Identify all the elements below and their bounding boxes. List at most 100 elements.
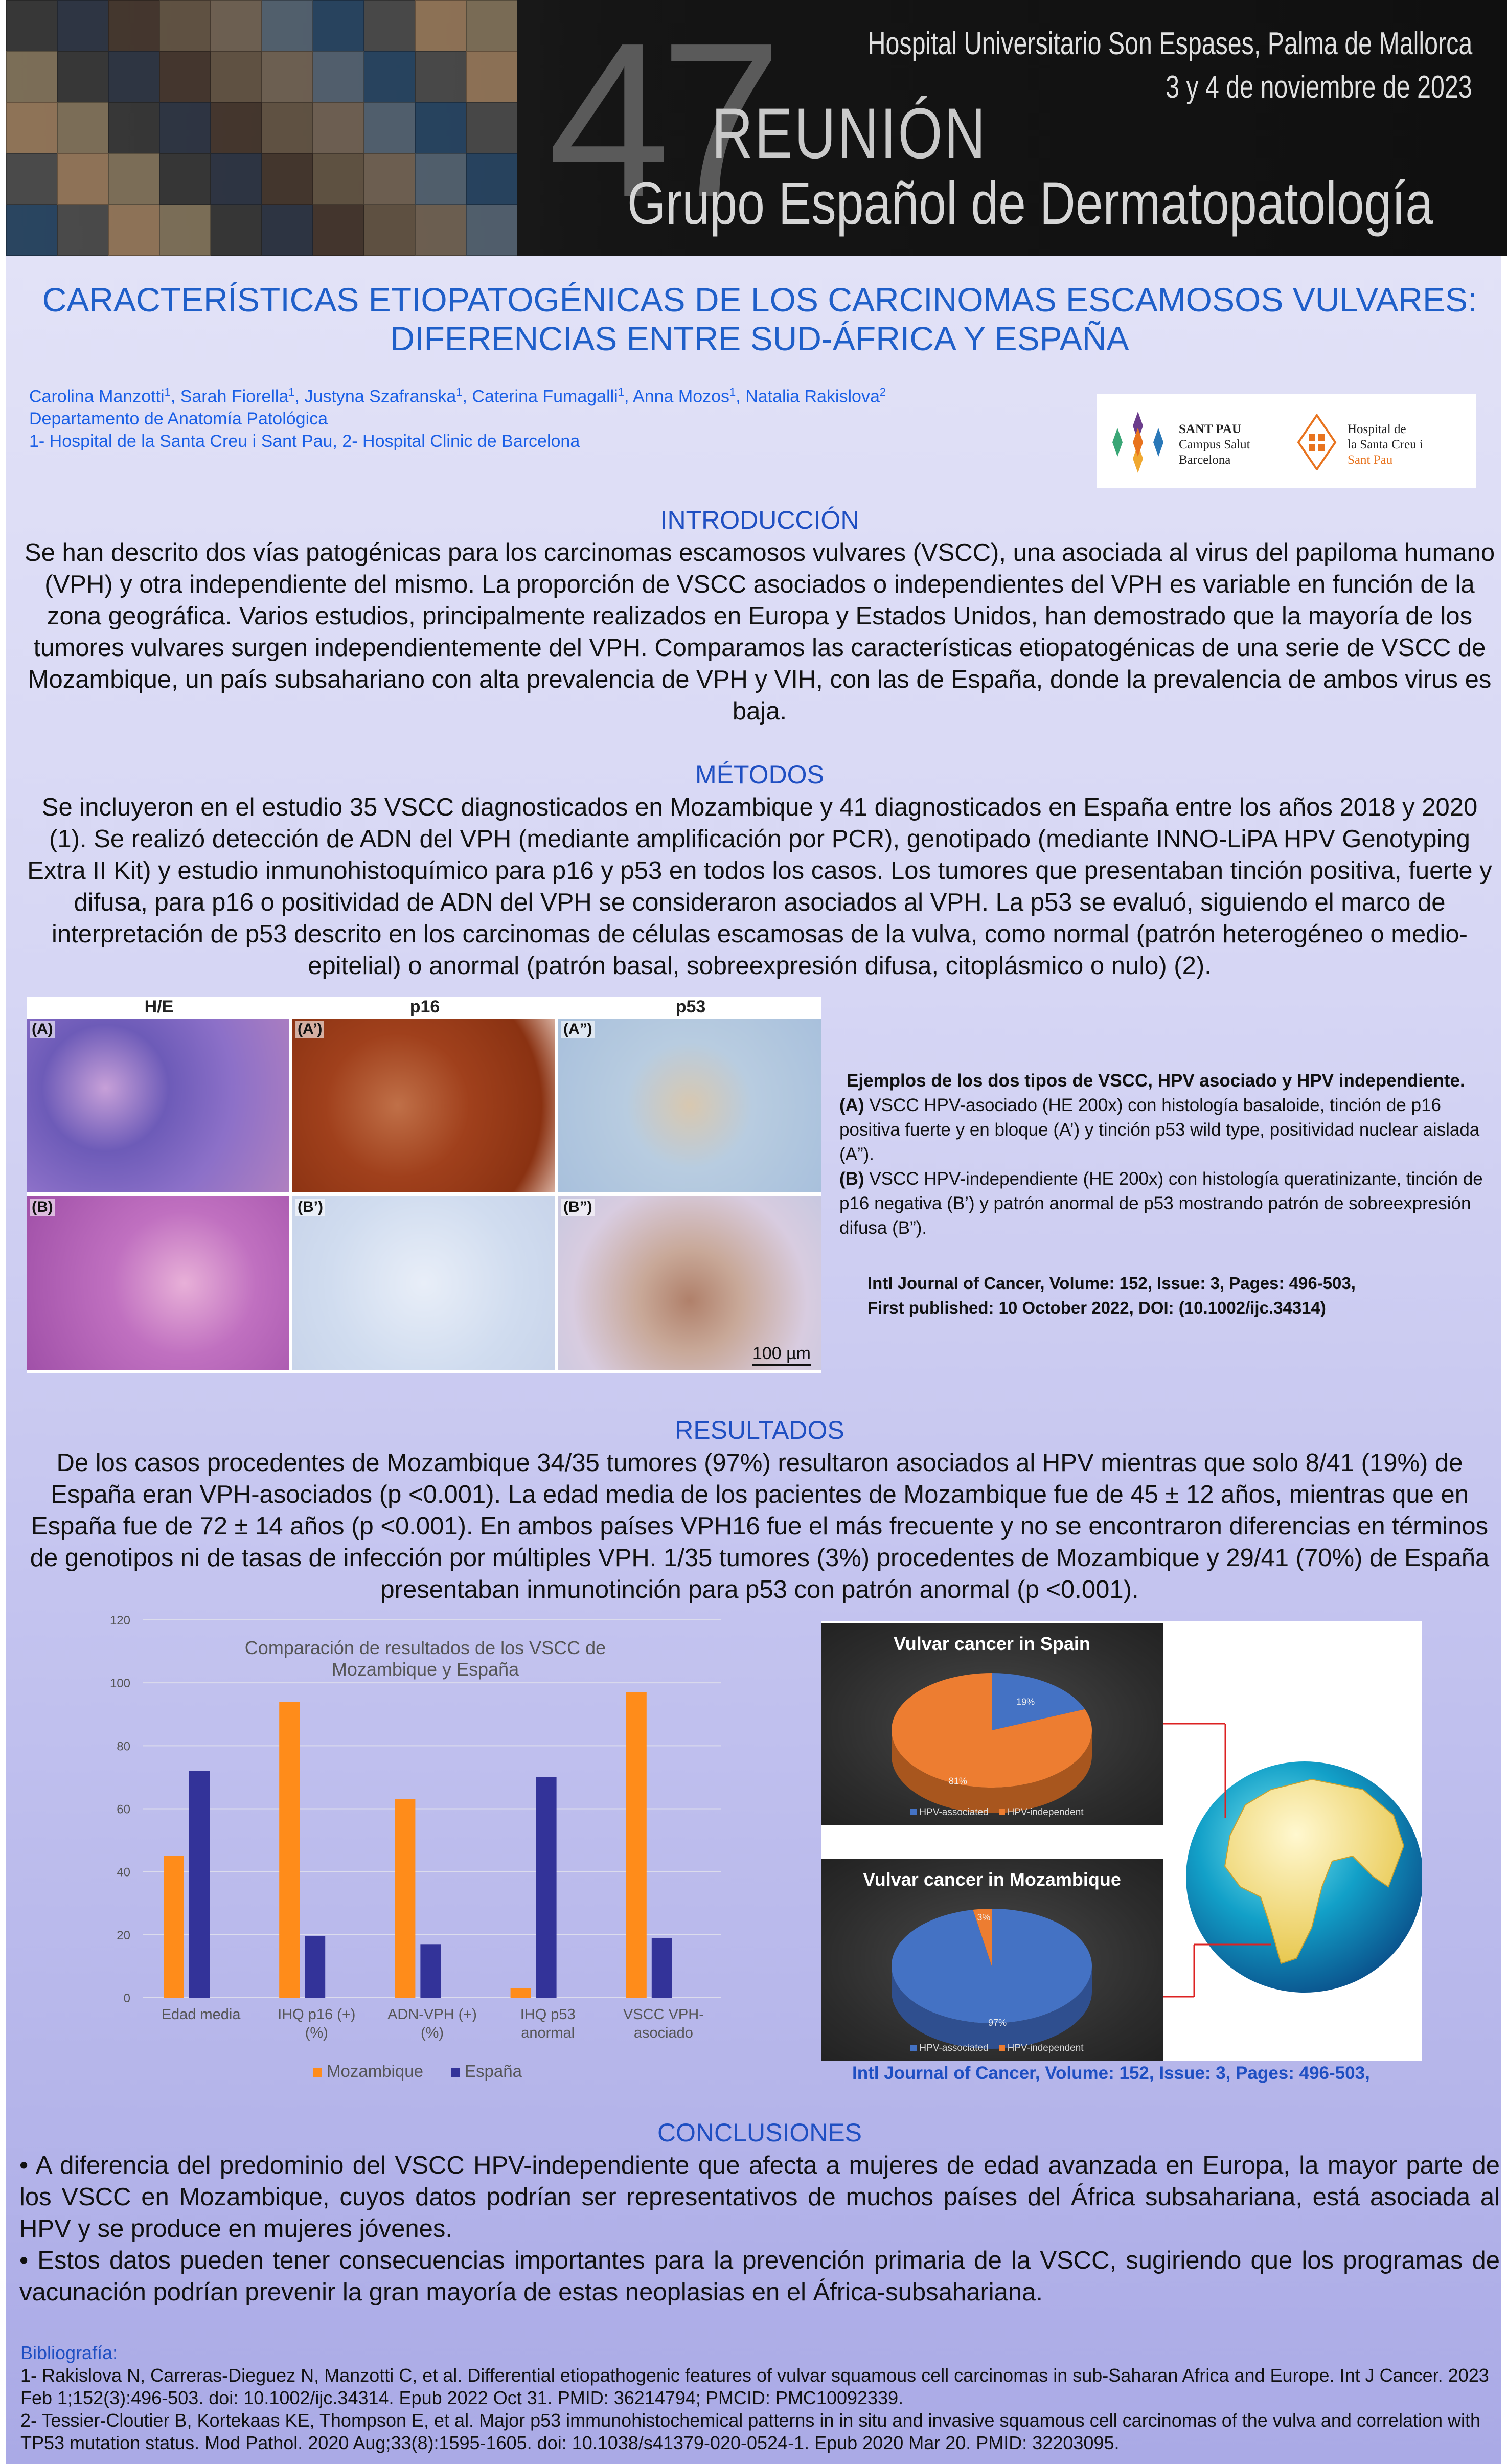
bar-espana (536, 1777, 557, 1998)
mosaic-tile (364, 102, 415, 153)
mosaic-tile (159, 102, 211, 153)
y-tick-label: 40 (117, 1866, 130, 1880)
legend-swatch (998, 2045, 1005, 2051)
legend-label: HPV-associated (919, 2043, 989, 2053)
author-affiliation: 1 (729, 386, 736, 398)
caption-a-label: (A) (839, 1095, 864, 1115)
mosaic-tile (415, 51, 466, 102)
mosaic-tile (6, 0, 57, 51)
mosaic-tile (466, 153, 517, 205)
caption-b-text: VSCC HPV-independiente (HE 200x) con his… (839, 1169, 1483, 1238)
logo-text-line: Sant Pau (1348, 453, 1393, 467)
logo-text-line: Barcelona (1179, 453, 1231, 467)
mosaic-tile (159, 205, 211, 256)
bibliography-heading: Bibliografía: (20, 2342, 118, 2363)
header-banner: 47 REUNIÓN Grupo Español de Dermatopatol… (6, 0, 1507, 256)
y-tick-label: 60 (117, 1803, 130, 1817)
author-affiliation: 2 (879, 386, 886, 398)
conclusion-item: • A diferencia del predominio del VSCC H… (19, 2152, 1500, 2243)
x-tick-label: asociado (634, 2025, 693, 2041)
title-line-2: DIFERENCIAS ENTRE SUD-ÁFRICA Y ESPAÑA (390, 320, 1129, 357)
mosaic-tile (108, 0, 159, 51)
mosaic-tile (211, 102, 262, 153)
meeting-label: REUNIÓN (712, 93, 987, 173)
x-tick-label: IHQ p53 (520, 2006, 576, 2023)
histology-panel-b-prime: (B’) (292, 1196, 555, 1370)
pie-source: Intl Journal of Cancer, Volume: 152, Iss… (852, 2063, 1370, 2083)
mosaic-tile (108, 205, 159, 256)
methods-text: Se incluyeron en el estudio 35 VSCC diag… (27, 794, 1492, 980)
histology-panel-b: (B) (27, 1196, 289, 1370)
meeting-number: 47 (548, 0, 782, 243)
venue: Hospital Universitario Son Espases, Palm… (867, 26, 1472, 61)
mosaic-tile (57, 102, 108, 153)
pie-title-mozambique: Vulvar cancer in Mozambique (863, 1869, 1121, 1890)
legend-label: Mozambique (327, 2062, 423, 2081)
author-name: Natalia Rakislova (745, 387, 880, 406)
authors-block: Carolina Manzotti1, Sarah Fiorella1, Jus… (29, 381, 886, 453)
panel-label: (A”) (561, 1021, 595, 1038)
author-name: Justyna Szafranska (304, 387, 456, 406)
mosaic-tile (262, 153, 313, 205)
mosaic-tile (57, 205, 108, 256)
bar-espana (189, 1771, 210, 1998)
panel-label: (B”) (561, 1199, 595, 1216)
pie-slice-hpv-associated (992, 1673, 1085, 1730)
pie-figure: Vulvar cancer in Spain 19% 81% HPV-associ… (821, 1621, 1422, 2061)
y-tick-label: 20 (117, 1929, 130, 1942)
legend-label: España (465, 2062, 522, 2081)
bar-mozambique (164, 1856, 184, 1998)
mosaic-tile (6, 102, 57, 153)
mosaic-tile (466, 205, 517, 256)
bar-chart: Comparación de resultados de los VSCC de… (110, 1614, 721, 2081)
caption-a-text: VSCC HPV-asociado (HE 200x) con histolog… (839, 1095, 1480, 1164)
mosaic-tile (262, 51, 313, 102)
conclusion-item: • Estos datos pueden tener consecuencias… (19, 2247, 1500, 2306)
logo-text-line: Hospital de (1348, 422, 1406, 436)
mosaic-tile (108, 51, 159, 102)
caption-title: Ejemplos de los dos tipos de VSCC, HPV a… (847, 1071, 1465, 1091)
logo-text-line: Campus Salut (1179, 438, 1250, 451)
mosaic-tile (57, 51, 108, 102)
author-list: Carolina Manzotti1, Sarah Fiorella1, Jus… (29, 386, 886, 406)
pie-value-label: 81% (949, 1776, 967, 1787)
mosaic-tile (6, 205, 57, 256)
group-name: Grupo Español de Dermatopatología (627, 170, 1433, 237)
department: Departamento de Anatomía Patológica (29, 409, 328, 429)
author-name: Sarah Fiorella (180, 387, 289, 406)
x-tick-label: (%) (421, 2025, 444, 2041)
author-name: Carolina Manzotti (29, 387, 165, 406)
mosaic-tile (466, 51, 517, 102)
column-header-he: H/E (144, 997, 174, 1016)
globe-illustration (1163, 1723, 1422, 1998)
mosaic-tile (364, 0, 415, 51)
y-tick-label: 100 (110, 1677, 130, 1690)
sant-pau-campus-logo-icon (1112, 412, 1163, 473)
y-tick-label: 80 (117, 1739, 130, 1753)
legend-swatch (451, 2068, 460, 2077)
author-affiliation: 1 (618, 386, 624, 398)
caption-b: (B) VSCC HPV-independiente (HE 200x) con… (839, 1167, 1494, 1240)
legend-swatch (998, 1809, 1005, 1815)
histology-panel-a-prime: (A’) (292, 1019, 555, 1192)
x-tick-label: IHQ p16 (+) (278, 2006, 355, 2023)
histology-panel-a-double-prime: (A”) (558, 1019, 821, 1192)
hospital-logo-text: Hospital de la Santa Creu i Sant Pau (1348, 422, 1423, 468)
bar-mozambique (395, 1799, 416, 1998)
mosaic-tile (466, 0, 517, 51)
panel-label: (B) (30, 1199, 55, 1216)
pie-panel-spain: Vulvar cancer in Spain 19% 81% HPV-associ… (821, 1623, 1163, 1825)
mosaic-tile (313, 153, 364, 205)
header-mosaic-image (6, 0, 517, 256)
mosaic-tile (211, 0, 262, 51)
bar-mozambique (279, 1702, 300, 1998)
pie-title-spain: Vulvar cancer in Spain (894, 1633, 1090, 1654)
meeting-date: 3 y 4 de noviembre de 2023 (1166, 70, 1472, 105)
bar-espana (420, 1944, 441, 1998)
bar-espana (305, 1936, 326, 1998)
bar-mozambique (626, 1692, 647, 1998)
y-tick-label: 0 (124, 1992, 130, 2005)
mosaic-tile (159, 51, 211, 102)
mosaic-tile (159, 153, 211, 205)
